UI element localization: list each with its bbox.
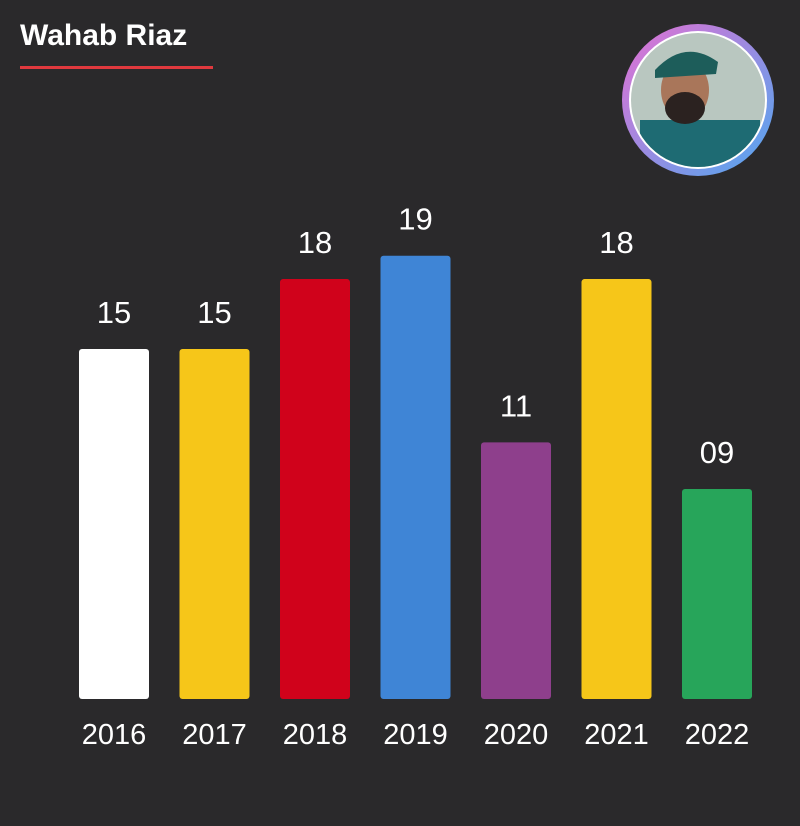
x-tick-label: 2016: [82, 719, 147, 751]
value-label: 18: [599, 225, 633, 260]
chart-title: Wahab Riaz: [20, 19, 187, 52]
x-tick-label: 2022: [685, 719, 750, 751]
x-tick-label: 2021: [584, 719, 649, 751]
value-label: 11: [500, 388, 532, 423]
value-label: 18: [298, 225, 332, 260]
x-tick-label: 2017: [182, 719, 247, 751]
title-underline: [20, 66, 213, 69]
bar: [179, 349, 250, 699]
bar: [682, 489, 752, 699]
avatar: [622, 24, 774, 176]
value-label: 19: [398, 202, 432, 237]
value-label: 09: [700, 435, 734, 470]
x-tick-label: 2020: [484, 719, 549, 751]
bar: [280, 279, 350, 699]
bar: [481, 442, 551, 699]
bar: [380, 255, 451, 700]
x-tick-label: 2019: [383, 719, 448, 751]
value-label: 15: [97, 295, 131, 330]
bar: [581, 279, 652, 699]
x-tick-label: 2018: [283, 719, 348, 751]
value-label: 15: [197, 295, 231, 330]
bar: [79, 349, 149, 699]
